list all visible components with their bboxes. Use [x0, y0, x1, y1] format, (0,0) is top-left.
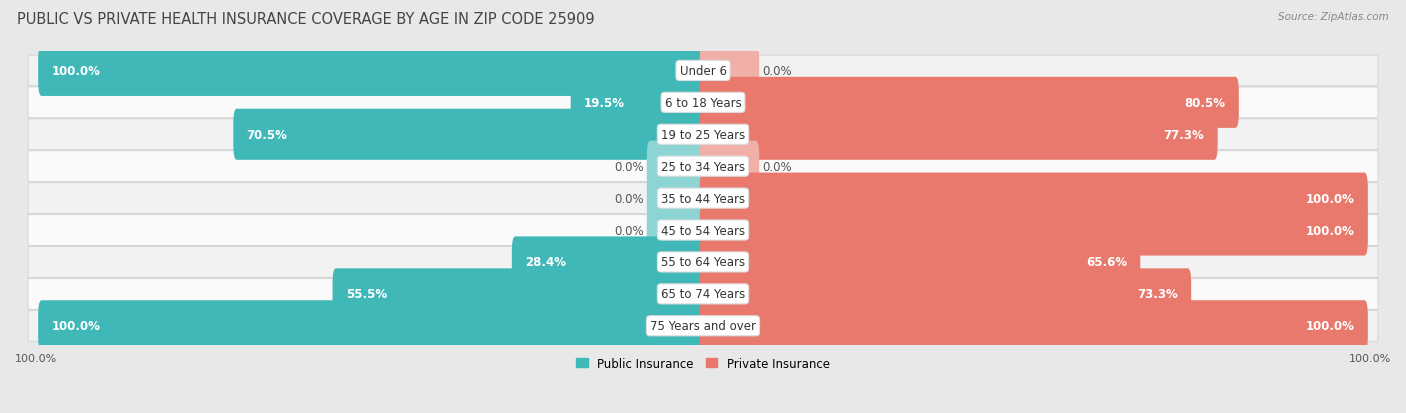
- Text: 100.0%: 100.0%: [1306, 320, 1354, 332]
- Text: 70.5%: 70.5%: [246, 128, 287, 141]
- FancyBboxPatch shape: [700, 78, 1239, 128]
- Text: 19 to 25 Years: 19 to 25 Years: [661, 128, 745, 141]
- Legend: Public Insurance, Private Insurance: Public Insurance, Private Insurance: [571, 352, 835, 374]
- Text: 28.4%: 28.4%: [524, 256, 567, 269]
- Text: 80.5%: 80.5%: [1185, 97, 1226, 109]
- Text: 100.0%: 100.0%: [1306, 224, 1354, 237]
- FancyBboxPatch shape: [700, 46, 759, 97]
- Text: 0.0%: 0.0%: [614, 160, 644, 173]
- Text: Under 6: Under 6: [679, 65, 727, 78]
- Text: 65 to 74 Years: 65 to 74 Years: [661, 288, 745, 301]
- FancyBboxPatch shape: [28, 247, 1378, 278]
- FancyBboxPatch shape: [700, 269, 1191, 320]
- FancyBboxPatch shape: [700, 205, 1368, 256]
- FancyBboxPatch shape: [28, 56, 1378, 87]
- Text: 100.0%: 100.0%: [1306, 192, 1354, 205]
- Text: 0.0%: 0.0%: [614, 224, 644, 237]
- Text: 100.0%: 100.0%: [52, 65, 100, 78]
- FancyBboxPatch shape: [28, 120, 1378, 150]
- Text: 100.0%: 100.0%: [52, 320, 100, 332]
- Text: 55.5%: 55.5%: [346, 288, 387, 301]
- Text: 0.0%: 0.0%: [762, 160, 792, 173]
- FancyBboxPatch shape: [28, 215, 1378, 246]
- FancyBboxPatch shape: [28, 311, 1378, 341]
- Text: PUBLIC VS PRIVATE HEALTH INSURANCE COVERAGE BY AGE IN ZIP CODE 25909: PUBLIC VS PRIVATE HEALTH INSURANCE COVER…: [17, 12, 595, 27]
- FancyBboxPatch shape: [700, 109, 1218, 160]
- FancyBboxPatch shape: [647, 205, 706, 256]
- FancyBboxPatch shape: [233, 109, 706, 160]
- Text: 65.6%: 65.6%: [1085, 256, 1128, 269]
- Text: 25 to 34 Years: 25 to 34 Years: [661, 160, 745, 173]
- FancyBboxPatch shape: [28, 88, 1378, 119]
- FancyBboxPatch shape: [700, 173, 1368, 224]
- Text: 73.3%: 73.3%: [1137, 288, 1178, 301]
- FancyBboxPatch shape: [28, 152, 1378, 182]
- FancyBboxPatch shape: [700, 237, 1140, 288]
- FancyBboxPatch shape: [38, 301, 706, 351]
- Text: 75 Years and over: 75 Years and over: [650, 320, 756, 332]
- FancyBboxPatch shape: [28, 183, 1378, 214]
- Text: 6 to 18 Years: 6 to 18 Years: [665, 97, 741, 109]
- Text: 55 to 64 Years: 55 to 64 Years: [661, 256, 745, 269]
- Text: 100.0%: 100.0%: [15, 353, 58, 363]
- Text: 45 to 54 Years: 45 to 54 Years: [661, 224, 745, 237]
- FancyBboxPatch shape: [647, 141, 706, 192]
- FancyBboxPatch shape: [333, 269, 706, 320]
- FancyBboxPatch shape: [700, 141, 759, 192]
- Text: 0.0%: 0.0%: [614, 192, 644, 205]
- Text: 19.5%: 19.5%: [583, 97, 624, 109]
- Text: 0.0%: 0.0%: [762, 65, 792, 78]
- FancyBboxPatch shape: [512, 237, 706, 288]
- Text: 35 to 44 Years: 35 to 44 Years: [661, 192, 745, 205]
- FancyBboxPatch shape: [28, 279, 1378, 309]
- Text: 100.0%: 100.0%: [1348, 353, 1391, 363]
- Text: 77.3%: 77.3%: [1164, 128, 1205, 141]
- FancyBboxPatch shape: [700, 301, 1368, 351]
- FancyBboxPatch shape: [571, 78, 706, 128]
- FancyBboxPatch shape: [38, 46, 706, 97]
- FancyBboxPatch shape: [647, 173, 706, 224]
- Text: Source: ZipAtlas.com: Source: ZipAtlas.com: [1278, 12, 1389, 22]
